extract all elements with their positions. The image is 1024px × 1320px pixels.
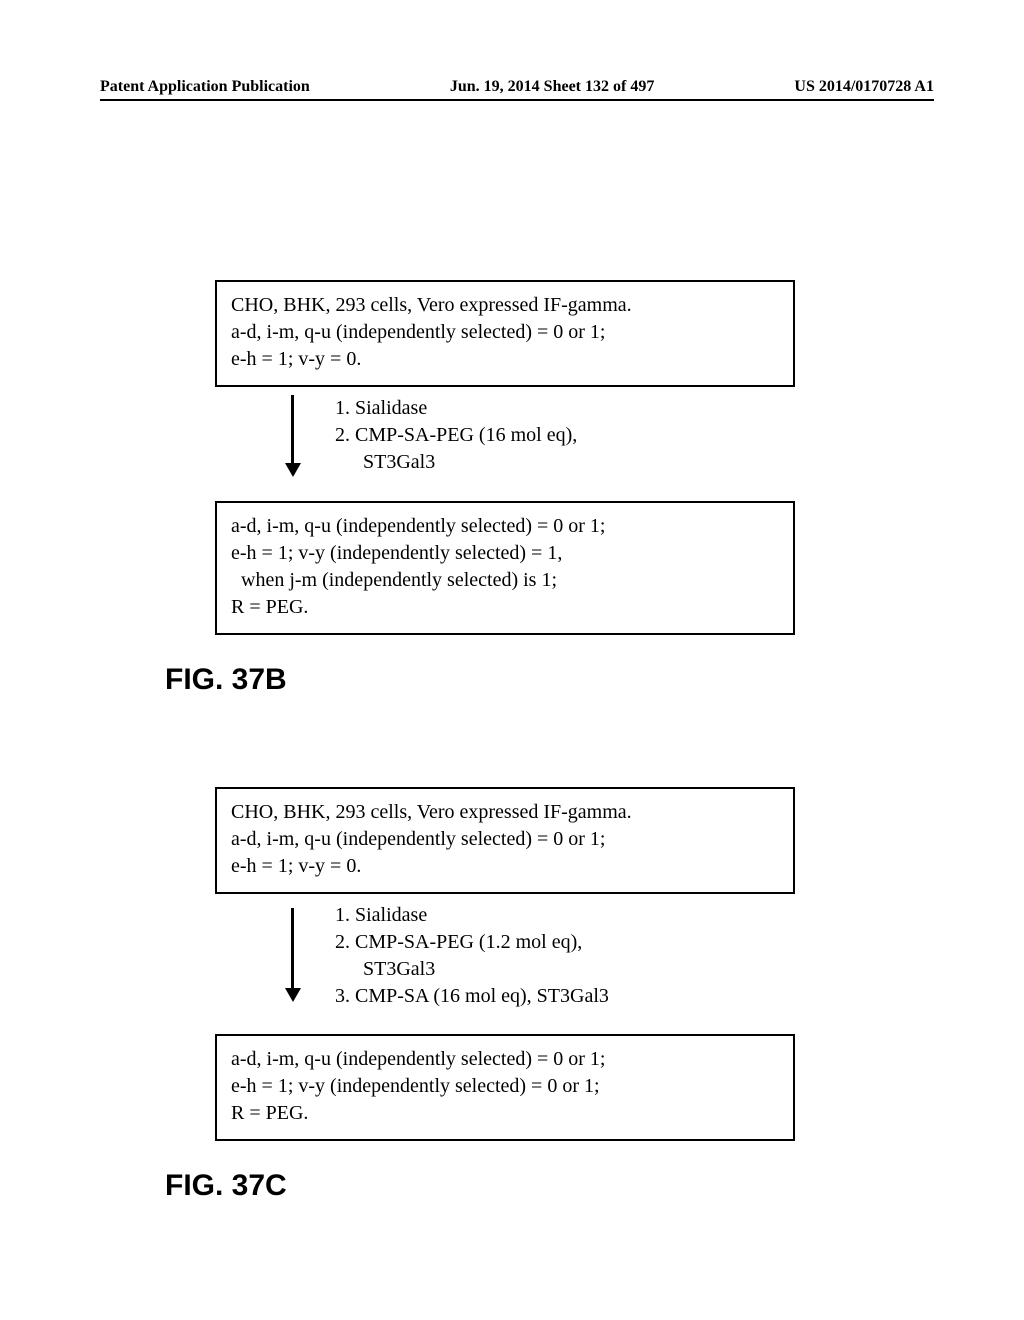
fig37c-arrow-text: 1. Sialidase 2. CMP-SA-PEG (1.2 mol eq),… <box>305 902 795 1010</box>
fig-37b: CHO, BHK, 293 cells, Vero expressed IF-g… <box>215 280 795 697</box>
fig37c-box2: a-d, i-m, q-u (independently selected) =… <box>215 1034 795 1141</box>
fig37b-box2: a-d, i-m, q-u (independently selected) =… <box>215 501 795 635</box>
fig37b-box2-l3: when j-m (independently selected) is 1; <box>231 567 779 594</box>
arrow-shaft <box>291 395 294 465</box>
fig37b-label: FIG. 37B <box>165 663 795 697</box>
fig37b-box2-l4: R = PEG. <box>231 594 779 621</box>
fig-37c: CHO, BHK, 293 cells, Vero expressed IF-g… <box>215 787 795 1203</box>
fig37b-arrow-text: 1. Sialidase 2. CMP-SA-PEG (16 mol eq), … <box>305 395 795 476</box>
fig37c-box1: CHO, BHK, 293 cells, Vero expressed IF-g… <box>215 787 795 894</box>
fig37b-box1-l2: a-d, i-m, q-u (independently selected) =… <box>231 319 779 346</box>
fig37b-box1-l3: e-h = 1; v-y = 0. <box>231 346 779 373</box>
header-left: Patent Application Publication <box>100 78 310 96</box>
page-header: Patent Application Publication Jun. 19, … <box>100 78 934 101</box>
fig37c-box2-l3: R = PEG. <box>231 1100 779 1127</box>
fig37c-arrow-l3: ST3Gal3 <box>335 956 795 983</box>
arrow-head-icon <box>285 988 301 1002</box>
fig37b-arrow-l3: ST3Gal3 <box>335 449 795 476</box>
main-content: CHO, BHK, 293 cells, Vero expressed IF-g… <box>215 280 795 1203</box>
arrow-head-icon <box>285 463 301 477</box>
fig37c-arrow: 1. Sialidase 2. CMP-SA-PEG (1.2 mol eq),… <box>215 894 795 1034</box>
fig37b-arrow: 1. Sialidase 2. CMP-SA-PEG (16 mol eq), … <box>215 387 795 501</box>
header-center: Jun. 19, 2014 Sheet 132 of 497 <box>450 78 654 96</box>
fig37b-box2-l2: e-h = 1; v-y (independently selected) = … <box>231 540 779 567</box>
fig37b-box1-l1: CHO, BHK, 293 cells, Vero expressed IF-g… <box>231 292 779 319</box>
fig37c-arrow-l2: 2. CMP-SA-PEG (1.2 mol eq), <box>335 929 795 956</box>
fig37c-label: FIG. 37C <box>165 1169 795 1203</box>
fig37c-box1-l3: e-h = 1; v-y = 0. <box>231 853 779 880</box>
fig37b-box2-l1: a-d, i-m, q-u (independently selected) =… <box>231 513 779 540</box>
fig37b-arrow-l1: 1. Sialidase <box>335 395 795 422</box>
arrow-shaft <box>291 908 294 990</box>
fig37c-box2-l2: e-h = 1; v-y (independently selected) = … <box>231 1073 779 1100</box>
fig37c-box1-l1: CHO, BHK, 293 cells, Vero expressed IF-g… <box>231 799 779 826</box>
fig37c-box1-l2: a-d, i-m, q-u (independently selected) =… <box>231 826 779 853</box>
fig37b-box1: CHO, BHK, 293 cells, Vero expressed IF-g… <box>215 280 795 387</box>
fig37c-arrow-l4: 3. CMP-SA (16 mol eq), ST3Gal3 <box>335 983 795 1010</box>
fig37c-box2-l1: a-d, i-m, q-u (independently selected) =… <box>231 1046 779 1073</box>
fig37b-arrow-l2: 2. CMP-SA-PEG (16 mol eq), <box>335 422 795 449</box>
fig37c-arrow-l1: 1. Sialidase <box>335 902 795 929</box>
header-right: US 2014/0170728 A1 <box>794 78 934 96</box>
